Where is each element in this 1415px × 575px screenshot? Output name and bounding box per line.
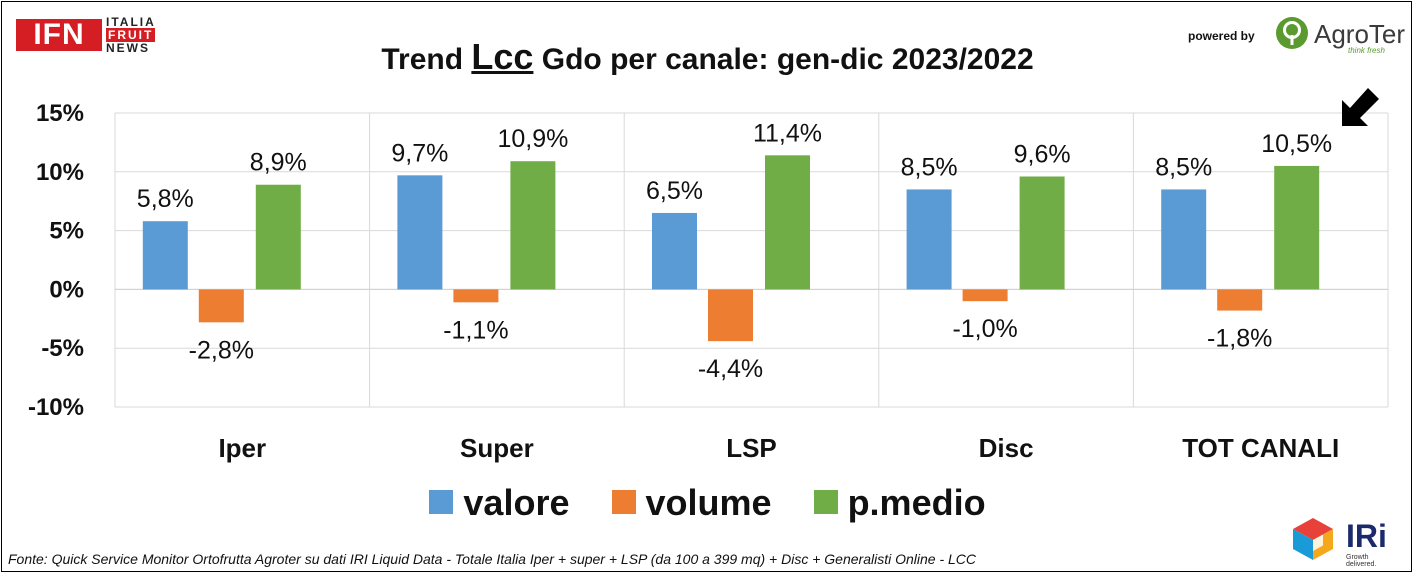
- legend-swatch-valore: [429, 490, 454, 515]
- bars-layer: [142, 155, 1320, 342]
- data-label: 8,5%: [901, 153, 958, 181]
- bar-valore-3: [906, 189, 952, 290]
- x-tick-label: TOT CANALI: [1182, 433, 1339, 463]
- tree-icon: [1276, 17, 1308, 49]
- bar-pmedio-3: [1019, 176, 1065, 290]
- ifn-logo-words: ITALIA FRUIT NEWS: [106, 16, 156, 55]
- bar-valore-1: [397, 175, 443, 290]
- data-label: -1,0%: [952, 315, 1017, 343]
- ifn-word-3: NEWS: [106, 41, 150, 55]
- bar-pmedio-1: [510, 161, 556, 290]
- y-tick-label: 15%: [36, 100, 84, 127]
- data-label: 8,9%: [250, 149, 307, 177]
- x-tick-label: Super: [460, 433, 534, 463]
- legend-item-pmedio: p.medio: [813, 482, 986, 524]
- data-label: 11,4%: [753, 119, 822, 147]
- data-label: 10,9%: [497, 125, 568, 153]
- data-label: 9,7%: [391, 139, 448, 167]
- legend: valore volume p.medio: [0, 482, 1415, 524]
- bar-volume-0: [198, 289, 244, 323]
- x-tick-label: Iper: [218, 433, 266, 463]
- legend-label-volume: volume: [645, 482, 772, 523]
- agroter-tagline: think fresh: [1348, 46, 1385, 55]
- y-tick-label: 5%: [49, 218, 84, 245]
- data-label: 8,5%: [1155, 153, 1212, 181]
- data-label: 5,8%: [137, 185, 194, 213]
- y-tick-label: 10%: [36, 159, 84, 186]
- bar-valore-4: [1161, 189, 1207, 290]
- data-label: 9,6%: [1014, 141, 1071, 169]
- bar-valore-2: [652, 212, 697, 290]
- arrow-shape: [1342, 88, 1379, 126]
- iri-brand: IRi: [1346, 518, 1387, 554]
- ifn-logo: IFN ITALIA FRUIT NEWS: [16, 16, 166, 58]
- title-lcc: Lcc: [471, 36, 534, 77]
- data-label: 10,5%: [1261, 130, 1332, 158]
- bar-volume-2: [708, 289, 753, 342]
- bar-pmedio-2: [765, 155, 810, 290]
- bar-valore-0: [142, 221, 188, 290]
- data-label: -2,8%: [189, 336, 254, 364]
- annotation-arrow-icon: [1342, 88, 1379, 126]
- agroter-logo: AgroTer think fresh: [1274, 15, 1405, 55]
- chart-title: Trend Lcc Gdo per canale: gen-dic 2023/2…: [0, 36, 1415, 78]
- bar-pmedio-0: [255, 184, 301, 290]
- legend-label-valore: valore: [463, 482, 570, 523]
- legend-item-volume: volume: [611, 482, 772, 524]
- title-post: Gdo per canale: gen-dic 2023/2022: [533, 43, 1034, 76]
- ifn-logo-mark: IFN: [16, 19, 102, 51]
- data-label: -4,4%: [698, 355, 763, 383]
- legend-swatch-pmedio: [813, 490, 838, 515]
- legend-item-valore: valore: [429, 482, 569, 524]
- data-label: -1,1%: [443, 316, 508, 344]
- bar-volume-1: [453, 289, 499, 303]
- labels-layer: 15% 10% 5% 0% -5% -10% 5,8% -2,8% 8,9% Iper 9,7% -1…: [28, 100, 1339, 463]
- y-tick-label: 0%: [49, 276, 84, 303]
- x-tick-label: Disc: [979, 433, 1034, 463]
- title-pre: Trend: [381, 43, 472, 76]
- iri-tagline: Growth delivered.: [1346, 554, 1377, 568]
- y-tick-label: -10%: [28, 394, 84, 421]
- data-label: -1,8%: [1207, 325, 1272, 353]
- x-tick-label: LSP: [726, 433, 777, 463]
- agroter-brand: AgroTer: [1314, 19, 1406, 49]
- legend-swatch-volume: [611, 490, 636, 515]
- y-tick-label: -5%: [41, 335, 84, 362]
- legend-label-pmedio: p.medio: [847, 482, 986, 523]
- powered-by-label: powered by: [1188, 29, 1255, 43]
- data-label: 6,5%: [646, 177, 703, 205]
- ifn-word-1: ITALIA: [106, 15, 156, 29]
- bar-volume-4: [1217, 289, 1263, 311]
- bar-volume-3: [962, 289, 1008, 302]
- source-note: Fonte: Quick Service Monitor Ortofrutta …: [8, 551, 977, 567]
- bar-pmedio-4: [1274, 165, 1320, 290]
- ifn-word-2: FRUIT: [106, 28, 156, 42]
- iri-logo: IRi Growth delivered.: [1290, 516, 1390, 568]
- iri-cube-icon: [1293, 518, 1333, 560]
